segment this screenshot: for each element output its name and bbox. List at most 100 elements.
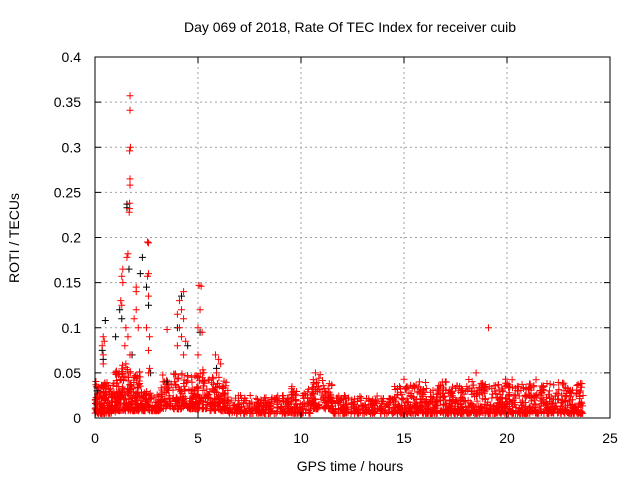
data-point xyxy=(159,371,167,379)
data-point xyxy=(141,392,149,400)
data-point xyxy=(518,380,526,388)
data-point xyxy=(175,324,183,332)
data-point xyxy=(539,385,547,393)
data-point xyxy=(336,396,344,404)
data-point xyxy=(545,387,553,395)
data-point xyxy=(342,409,350,417)
data-point xyxy=(145,369,153,377)
data-point xyxy=(555,386,563,394)
data-point xyxy=(134,383,142,391)
data-point xyxy=(546,406,554,414)
data-point xyxy=(312,405,320,413)
data-point xyxy=(484,324,492,332)
data-point xyxy=(175,374,183,382)
data-point xyxy=(563,401,571,409)
y-axis-label: ROTI / TECUs xyxy=(6,193,22,283)
data-point xyxy=(113,382,121,390)
data-point xyxy=(180,351,188,359)
data-point xyxy=(126,143,134,151)
x-tick-label: 20 xyxy=(499,430,515,446)
data-point xyxy=(578,380,586,388)
data-point xyxy=(577,409,585,417)
data-point xyxy=(554,405,562,413)
data-point xyxy=(135,380,143,388)
data-point xyxy=(484,409,492,417)
data-point xyxy=(112,376,120,384)
plot-frame xyxy=(94,56,611,419)
data-point xyxy=(100,337,108,345)
data-point xyxy=(436,408,444,416)
data-point xyxy=(96,392,104,400)
data-point xyxy=(568,409,576,417)
data-point xyxy=(138,407,146,415)
data-point xyxy=(463,382,471,390)
data-point xyxy=(574,381,582,389)
data-point xyxy=(499,388,507,396)
data-point xyxy=(241,394,249,402)
data-point xyxy=(446,400,454,408)
data-point xyxy=(174,383,182,391)
data-point xyxy=(442,386,450,394)
data-point xyxy=(422,379,430,387)
data-point xyxy=(112,371,120,379)
data-point xyxy=(100,392,108,400)
data-point xyxy=(402,399,410,407)
data-point xyxy=(99,351,107,359)
data-point xyxy=(495,396,503,404)
data-point xyxy=(187,387,195,395)
data-point xyxy=(101,379,109,387)
data-point xyxy=(165,395,173,403)
data-point xyxy=(468,378,476,386)
data-point xyxy=(296,407,304,415)
data-point xyxy=(411,405,419,413)
data-point xyxy=(123,400,131,408)
data-point xyxy=(246,391,254,399)
data-point xyxy=(178,333,186,341)
data-point xyxy=(558,399,566,407)
data-point xyxy=(170,370,178,378)
data-point xyxy=(131,407,139,415)
data-point xyxy=(501,402,509,410)
data-point xyxy=(177,388,185,396)
data-point xyxy=(127,388,135,396)
data-point xyxy=(448,383,456,391)
data-point xyxy=(122,360,130,368)
data-point xyxy=(417,385,425,393)
data-point xyxy=(554,379,562,387)
data-point xyxy=(417,398,425,406)
data-point xyxy=(216,382,224,390)
data-point xyxy=(217,407,225,415)
data-point xyxy=(174,401,182,409)
data-point xyxy=(119,361,127,369)
data-point xyxy=(536,405,544,413)
data-point xyxy=(215,391,223,399)
data-point xyxy=(542,393,550,401)
data-point xyxy=(180,382,188,390)
data-point xyxy=(146,333,154,341)
data-point xyxy=(143,283,150,291)
data-point xyxy=(533,390,541,398)
data-point xyxy=(273,403,281,411)
data-point xyxy=(227,396,235,404)
data-point xyxy=(125,265,133,273)
data-point xyxy=(518,409,526,417)
data-point xyxy=(362,395,370,403)
data-point xyxy=(194,351,202,359)
data-point xyxy=(330,397,338,405)
data-point xyxy=(431,398,439,406)
data-point xyxy=(319,377,327,385)
data-point xyxy=(527,383,535,391)
data-point xyxy=(445,390,453,398)
data-point xyxy=(440,400,448,408)
data-point xyxy=(114,394,122,402)
data-point xyxy=(311,369,319,377)
data-point xyxy=(173,395,181,403)
data-point xyxy=(252,394,260,402)
data-point xyxy=(171,371,179,379)
data-point xyxy=(537,409,545,417)
data-point xyxy=(163,326,171,334)
data-point xyxy=(144,238,152,246)
data-point xyxy=(324,385,332,393)
data-point xyxy=(259,401,267,409)
data-point xyxy=(120,395,128,403)
